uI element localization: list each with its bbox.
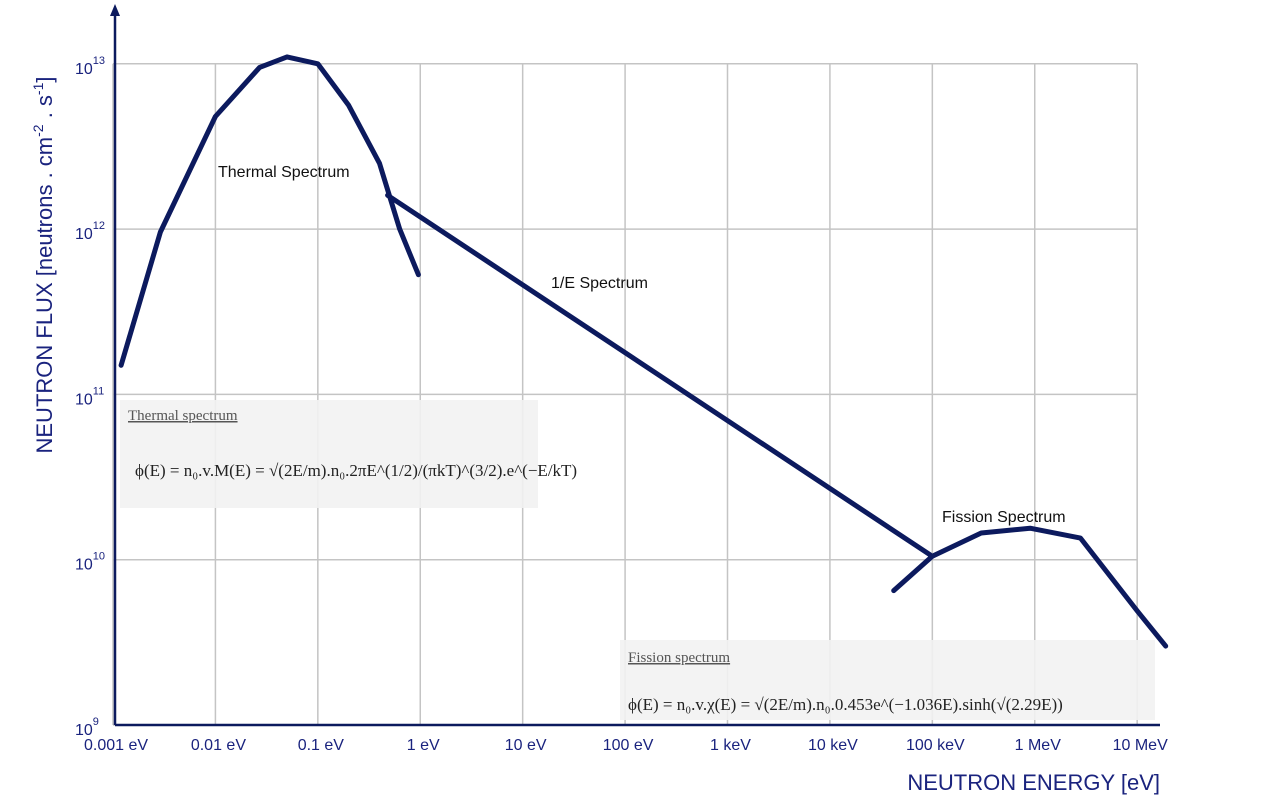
- series-label: Thermal Spectrum: [218, 164, 350, 181]
- y-tick-base: 10: [75, 391, 93, 408]
- y-tick-label: 109: [75, 716, 99, 739]
- y-axis-arrow: [110, 4, 120, 16]
- x-tick-label: 10 keV: [808, 737, 858, 754]
- series-label: 1/E Spectrum: [551, 275, 648, 292]
- x-tick-label: 10 MeV: [1113, 737, 1168, 754]
- y-tick-label: 1012: [75, 220, 105, 243]
- y-tick-label: 1011: [75, 385, 104, 408]
- y-tick-label: 1010: [75, 551, 105, 574]
- series-label: Fission Spectrum: [942, 509, 1066, 526]
- y-tick-base: 10: [75, 557, 93, 574]
- y-axis-title-part: . s: [32, 95, 57, 124]
- x-tick-label: 0.01 eV: [191, 737, 246, 754]
- y-tick-base: 10: [75, 722, 93, 739]
- formula: ϕ(E) = n₀.v.χ(E) = √(2E/m).n₀.0.453e^(−1…: [628, 695, 1063, 714]
- y-tick-base: 10: [75, 226, 93, 243]
- x-tick-label: 0.1 eV: [298, 737, 345, 754]
- y-tick-base: 10: [75, 61, 93, 78]
- y-axis-title-superscript: -2: [30, 124, 46, 137]
- y-axis-title-part: NEUTRON FLUX [neutrons . cm: [32, 137, 57, 454]
- x-tick-label: 100 keV: [906, 737, 965, 754]
- grid: [112, 63, 1138, 726]
- y-axis-title-part: ]: [32, 76, 57, 82]
- y-tick-exponent: 13: [93, 55, 105, 67]
- x-axis-title: NEUTRON ENERGY [eV]: [907, 770, 1160, 795]
- y-tick-exponent: 11: [93, 385, 104, 397]
- x-tick-label: 10 eV: [505, 737, 547, 754]
- x-tick-label: 1 keV: [710, 737, 751, 754]
- y-tick-exponent: 9: [93, 716, 99, 728]
- series-line: [385, 192, 933, 558]
- y-tick-label: 1013: [75, 55, 105, 78]
- y-axis-title: NEUTRON FLUX [neutrons . cm-2 . s-1]: [30, 76, 57, 453]
- formula-box: [120, 400, 538, 508]
- plot: [118, 54, 1169, 649]
- x-tick-label: 1 MeV: [1015, 737, 1062, 754]
- x-tick-label: 100 eV: [603, 737, 654, 754]
- x-tick-label: 0.001 eV: [84, 737, 148, 754]
- formula-box: [620, 640, 1155, 720]
- y-axis-title-superscript: -1: [30, 82, 46, 95]
- formula-title: Thermal spectrum: [128, 408, 238, 424]
- formula-title: Fission spectrum: [628, 650, 730, 666]
- y-tick-exponent: 12: [93, 220, 105, 232]
- y-tick-exponent: 10: [93, 551, 105, 563]
- series-line: [118, 54, 421, 368]
- formula: ϕ(E) = n₀.v.M(E) = √(2E/m).n₀.2πE^(1/2)/…: [135, 461, 577, 480]
- series-line: [891, 525, 1169, 649]
- x-tick-label: 1 eV: [407, 737, 440, 754]
